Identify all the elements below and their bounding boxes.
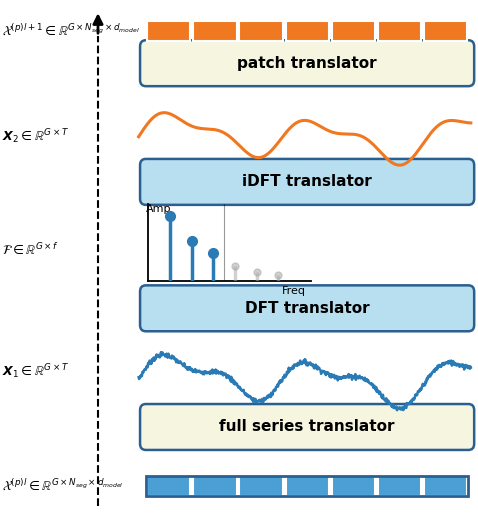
Bar (285, 21, 329, 41)
Text: DFT translator: DFT translator (245, 301, 369, 316)
FancyBboxPatch shape (140, 404, 474, 450)
Bar (378, 476, 421, 496)
Bar (193, 476, 237, 496)
Text: $\boldsymbol{X}_1 \in \mathbb{R}^{G\times T}$: $\boldsymbol{X}_1 \in \mathbb{R}^{G\time… (2, 362, 69, 381)
Text: $\boldsymbol{X}_2 \in \mathbb{R}^{G\times T}$: $\boldsymbol{X}_2 \in \mathbb{R}^{G\time… (2, 127, 69, 146)
Bar (332, 476, 375, 496)
Bar (239, 476, 282, 496)
Text: $\boldsymbol{\mathcal{X}}^{(p)l} \in \mathbb{R}^{G\times N_{seg}\times d_{model}: $\boldsymbol{\mathcal{X}}^{(p)l} \in \ma… (2, 478, 124, 494)
Bar (285, 476, 329, 496)
Text: $\boldsymbol{\mathcal{F}} \in \mathbb{R}^{G\times f}$: $\boldsymbol{\mathcal{F}} \in \mathbb{R}… (2, 243, 59, 258)
Bar (147, 476, 190, 496)
FancyBboxPatch shape (140, 159, 474, 205)
FancyBboxPatch shape (140, 40, 474, 86)
Bar (378, 21, 421, 41)
Bar (146, 476, 468, 496)
Bar (424, 21, 467, 41)
Text: patch translator: patch translator (237, 56, 377, 71)
Text: full series translator: full series translator (219, 420, 395, 434)
Bar (147, 21, 190, 41)
Text: iDFT translator: iDFT translator (242, 174, 372, 189)
Bar (332, 21, 375, 41)
Text: Amp: Amp (146, 204, 172, 214)
Bar (193, 21, 237, 41)
Text: Freq: Freq (282, 286, 306, 296)
Text: $\boldsymbol{\mathcal{X}}^{(p)l+1} \in \mathbb{R}^{G\times N_{seg}\times d_{mode: $\boldsymbol{\mathcal{X}}^{(p)l+1} \in \… (2, 23, 141, 39)
Bar (424, 476, 467, 496)
FancyBboxPatch shape (140, 285, 474, 331)
Bar (239, 21, 282, 41)
